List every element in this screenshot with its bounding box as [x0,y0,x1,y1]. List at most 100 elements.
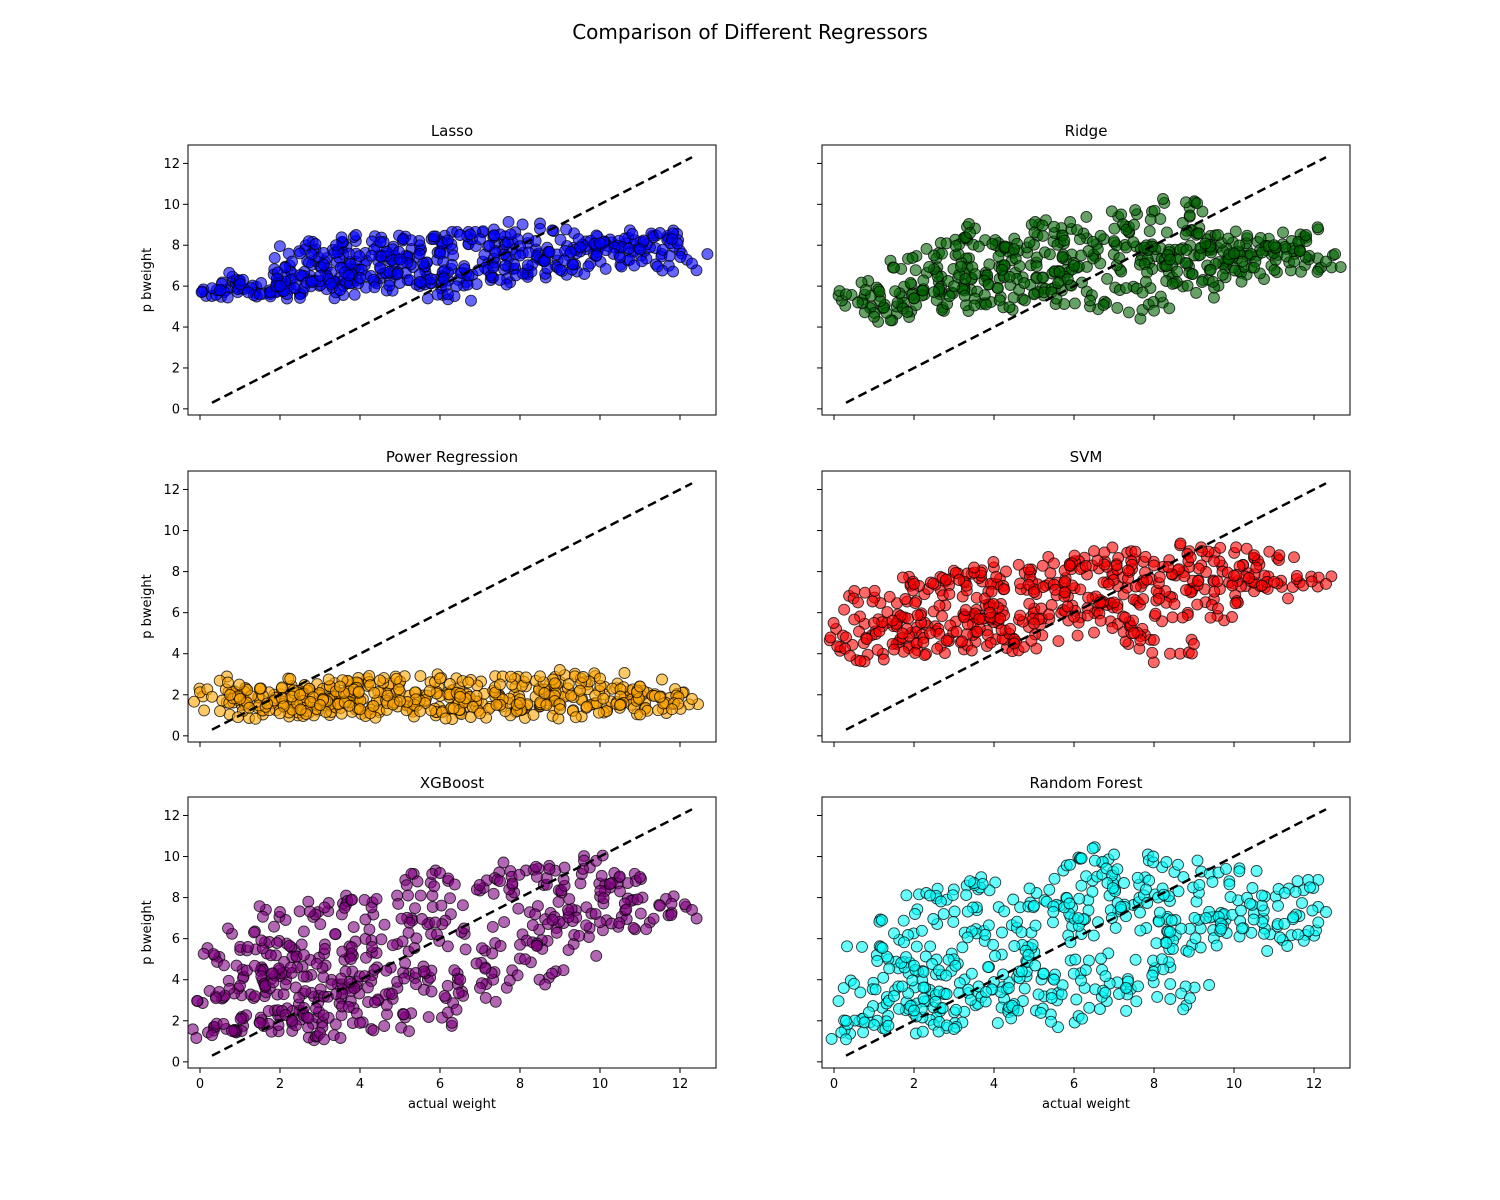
data-point [441,979,454,992]
data-point [560,223,573,236]
data-point [928,249,940,262]
data-point [352,685,365,698]
data-point [378,1020,391,1032]
data-point [497,856,510,869]
data-point [948,1023,960,1035]
y-tick-label: 2 [172,688,180,703]
data-point [1037,271,1050,284]
data-point [223,266,236,279]
data-point [1305,575,1318,588]
data-point [279,914,292,926]
data-point [294,703,307,716]
data-point [391,267,404,280]
data-point [1028,288,1040,301]
data-point [1153,571,1166,583]
data-point [346,893,358,906]
data-point [614,885,626,898]
panel-title: Lasso [431,122,473,140]
data-point [996,263,1008,276]
data-point [494,875,506,888]
data-point [1212,602,1224,615]
data-point [1036,559,1049,572]
x-tick-label: 4 [356,1077,364,1092]
data-point [1228,247,1240,260]
data-point [1166,611,1179,624]
data-point [1180,196,1192,209]
data-point [405,867,418,880]
data-point [422,1011,435,1024]
data-point [1128,218,1140,231]
data-point [1176,217,1189,229]
data-point [394,253,406,266]
y-tick-label: 8 [172,565,180,580]
data-point [899,593,912,605]
data-point [1263,545,1276,558]
data-point [294,291,306,304]
y-tick-label: 4 [172,973,180,988]
data-point [354,272,366,284]
data-point [514,697,526,709]
data-point [423,685,436,698]
data-point [1034,1006,1047,1019]
data-point [1028,586,1040,599]
data-point [1028,899,1040,912]
data-point [347,921,360,934]
data-point [360,951,372,964]
data-point [1022,563,1035,576]
data-point [1075,879,1088,892]
data-point [1140,883,1152,896]
data-point [1120,981,1132,994]
x-tick-label: 0 [830,1077,838,1092]
data-point [365,249,378,262]
data-point [526,919,539,932]
data-point [487,261,500,274]
y-tick-label: 6 [172,932,180,947]
data-point [1160,226,1173,239]
data-point [1075,249,1088,262]
x-tick-label: 0 [196,1077,204,1092]
data-point [343,699,356,712]
data-point [908,959,920,972]
data-point [350,229,362,241]
data-point [414,670,427,683]
data-point [1007,893,1020,906]
data-point [1179,257,1192,269]
data-point [1180,243,1193,256]
data-point [634,871,646,884]
data-point [973,613,986,626]
data-point [980,298,992,311]
data-point [1048,557,1060,570]
data-point [353,250,366,263]
data-point [322,673,335,686]
data-point [859,284,872,296]
data-point [274,707,286,720]
data-point [580,919,593,932]
data-point [909,264,922,277]
data-point [1128,627,1140,640]
data-point [1045,1015,1057,1028]
y-tick-label: 10 [163,524,180,539]
data-point [338,901,351,914]
data-point [959,604,972,616]
data-point [368,281,381,294]
data-point [488,229,501,242]
data-point [1048,973,1060,986]
data-point [854,655,867,667]
figure-title: Comparison of Different Regressors [572,20,928,44]
data-point [1070,993,1083,1006]
data-point [569,711,582,724]
data-point [1063,559,1076,572]
data-point [248,959,261,972]
data-point [1084,294,1096,307]
data-point [827,617,840,629]
data-point [917,965,930,978]
data-point [521,259,534,272]
data-point [674,251,687,264]
y-tick-label: 0 [172,729,180,744]
data-point [1003,270,1016,283]
data-point [1177,1003,1190,1016]
data-point [409,902,421,915]
data-point [234,278,246,291]
data-point [959,273,972,285]
